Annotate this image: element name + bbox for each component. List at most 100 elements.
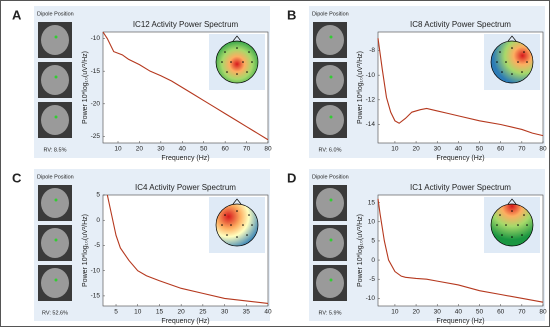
electrode	[242, 224, 244, 226]
y-tick-label: 10	[368, 219, 376, 226]
electrode	[501, 71, 503, 73]
panel-label: D	[287, 170, 296, 185]
y-tick-label: -14	[366, 121, 376, 128]
electrode	[511, 47, 513, 49]
electrode	[521, 234, 523, 236]
brain-shape	[316, 188, 344, 218]
dipole-label: Dipole Position	[312, 11, 349, 17]
dipole-dot	[329, 75, 333, 79]
chart-title: IC8 Activity Power Spectrum	[410, 20, 511, 29]
panel-label: A	[12, 7, 22, 22]
x-tick-label: 20	[412, 146, 420, 153]
brain-shape	[41, 65, 69, 95]
dipole-label: Dipole Position	[37, 174, 74, 180]
electrode	[251, 61, 253, 63]
electrode	[511, 210, 513, 212]
x-tick-label: 60	[497, 309, 505, 316]
rv-label: RV: 5.9%	[319, 310, 342, 316]
x-tick-label: 50	[476, 146, 484, 153]
dipole-dot	[329, 238, 333, 242]
x-tick-label: 50	[476, 309, 484, 316]
x-tick-label: 80	[264, 146, 272, 153]
y-tick-label: -5	[369, 276, 375, 283]
electrode	[526, 224, 528, 226]
rv-label: RV: 8.5%	[44, 147, 67, 153]
x-tick-label: 40	[455, 309, 463, 316]
electrode	[226, 71, 228, 73]
x-tick-label: 5	[114, 309, 118, 316]
x-tick-label: 70	[243, 146, 251, 153]
spectrum-line	[106, 194, 269, 305]
electrode	[248, 214, 250, 216]
electrode	[221, 224, 223, 226]
y-tick-label: -8	[369, 47, 375, 54]
panel-label: B	[287, 7, 296, 22]
y-tick-label: -25	[91, 133, 101, 140]
brain-shape	[316, 268, 344, 298]
y-tick-label: 5	[96, 192, 100, 199]
x-tick-label: 20	[136, 146, 144, 153]
electrode	[246, 71, 248, 73]
x-tick-label: 30	[157, 146, 165, 153]
electrode	[511, 236, 513, 238]
electrode	[248, 51, 250, 53]
y-tick-label: -10	[366, 72, 376, 79]
electrode	[236, 236, 238, 238]
y-tick-label: -12	[366, 97, 376, 104]
x-tick-label: 10	[134, 309, 142, 316]
y-tick-label: 15	[368, 199, 376, 206]
electrode	[236, 73, 238, 75]
x-tick-label: 30	[434, 309, 442, 316]
electrode	[224, 51, 226, 53]
x-axis-label: Frequency (Hz)	[161, 318, 209, 325]
topoplot-nose	[507, 35, 517, 42]
brain-shape	[316, 65, 344, 95]
y-tick-label: -5	[94, 242, 100, 249]
electrode	[236, 210, 238, 212]
electrode	[499, 214, 501, 216]
x-axis-label: Frequency (Hz)	[436, 318, 484, 325]
y-tick-label: -20	[91, 101, 101, 108]
brain-shape	[316, 105, 344, 135]
x-tick-label: 40	[264, 309, 272, 316]
chart-title: IC1 Activity Power Spectrum	[410, 183, 511, 192]
electrode	[499, 51, 501, 53]
y-axis-label: Power 10*log₁₀(uV²/Hz)	[357, 51, 364, 124]
electrode	[521, 71, 523, 73]
electrode	[505, 61, 507, 63]
x-tick-label: 10	[391, 146, 399, 153]
dipole-dot	[54, 238, 58, 242]
x-tick-label: 15	[156, 309, 164, 316]
electrode	[496, 61, 498, 63]
electrode	[242, 61, 244, 63]
electrode	[230, 224, 232, 226]
dipole-label: Dipole Position	[37, 11, 74, 17]
x-tick-label: 25	[199, 309, 207, 316]
electrode	[501, 234, 503, 236]
dipole-dot	[329, 278, 333, 282]
spectrum-line	[102, 31, 269, 141]
electrode	[523, 51, 525, 53]
brain-shape	[41, 105, 69, 135]
y-tick-label: 0	[371, 257, 375, 264]
x-tick-label: 60	[222, 146, 230, 153]
brain-shape	[316, 25, 344, 55]
panel-label: C	[12, 170, 22, 185]
electrode	[517, 61, 519, 63]
x-tick-label: 80	[539, 146, 547, 153]
y-tick-label: 0	[96, 217, 100, 224]
y-axis-label: Power 10*log₁₀(uV²/Hz)	[82, 214, 89, 287]
x-axis-label: Frequency (Hz)	[161, 155, 209, 162]
x-tick-label: 30	[221, 309, 229, 316]
y-tick-label: -10	[366, 295, 376, 302]
y-tick-label: -15	[91, 293, 101, 300]
spectrum-line	[377, 198, 544, 303]
dipole-dot	[54, 278, 58, 282]
x-tick-label: 10	[114, 146, 122, 153]
dipole-dot	[329, 115, 333, 119]
electrode	[226, 234, 228, 236]
x-tick-label: 40	[455, 146, 463, 153]
x-tick-label: 10	[391, 309, 399, 316]
